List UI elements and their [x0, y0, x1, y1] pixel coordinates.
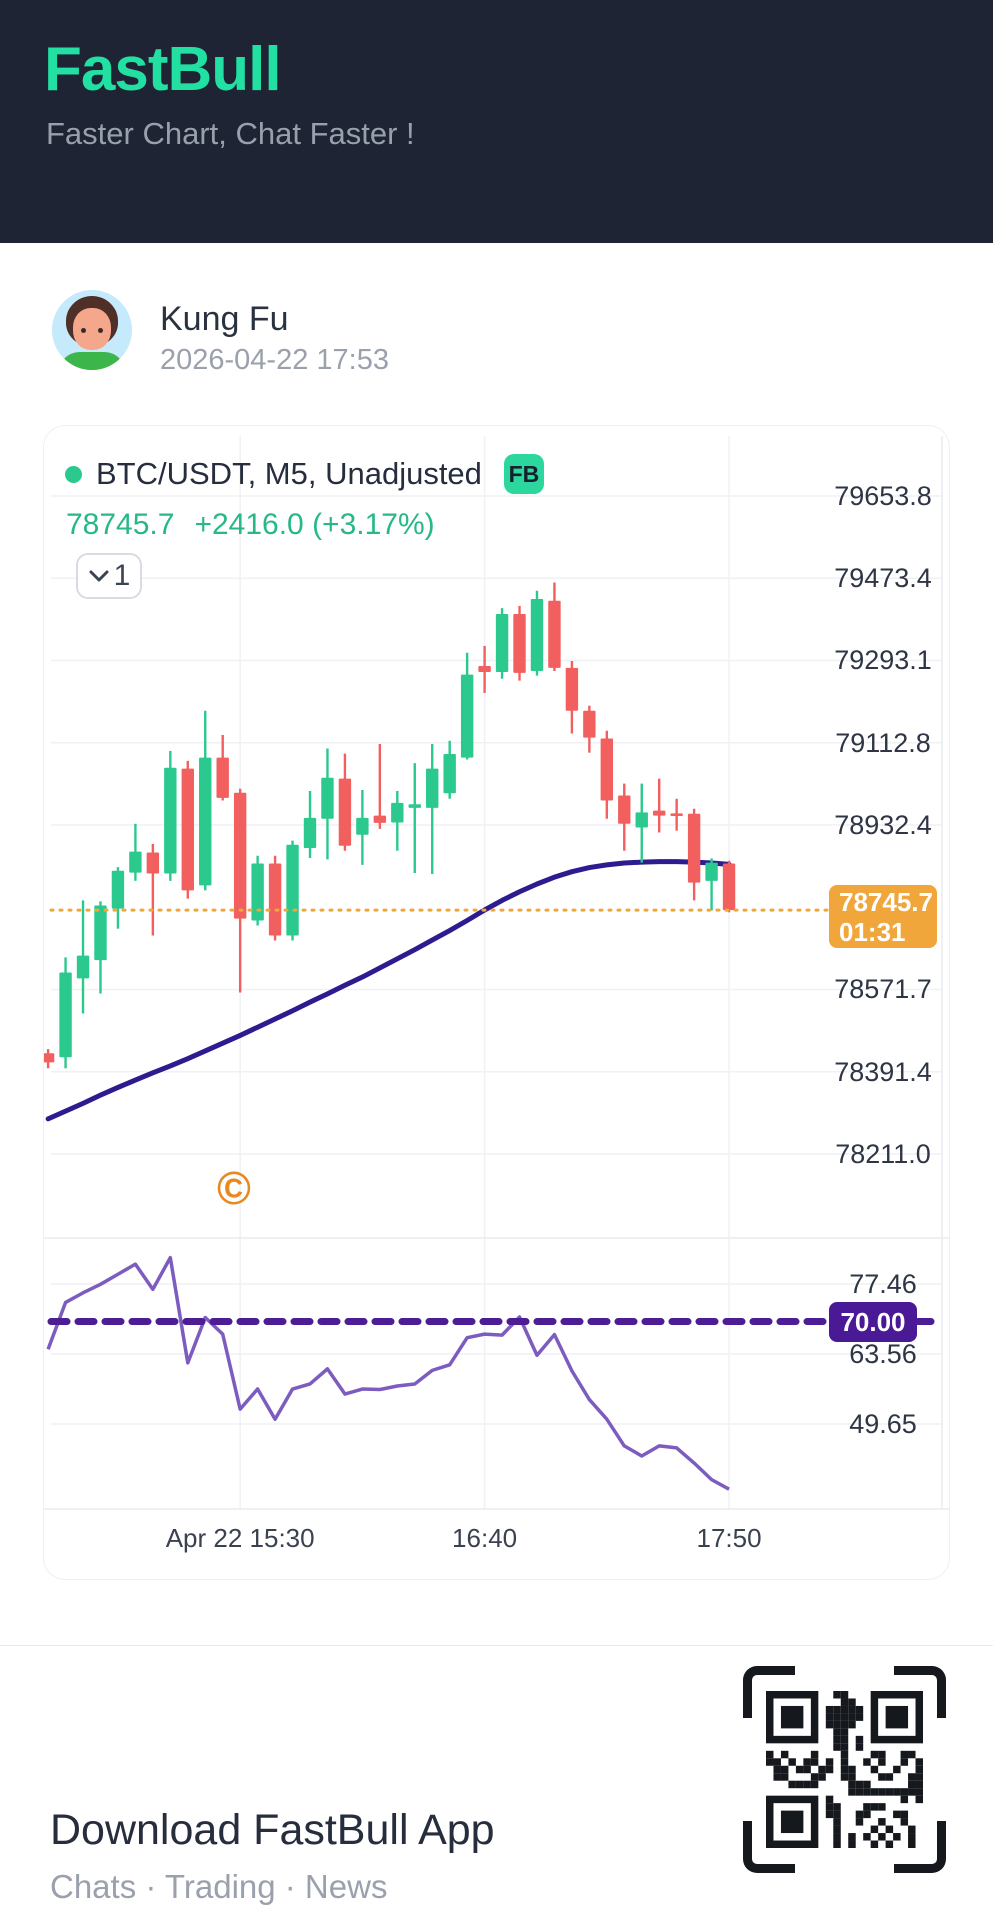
- footer-divider: [0, 1645, 993, 1646]
- candle-body: [530, 598, 544, 672]
- price-axis-label: 78932.4: [834, 809, 932, 840]
- current-price-value: 78745.7: [839, 887, 933, 917]
- candle-body: [513, 614, 526, 673]
- price-row: 78745.7 +2416.0 (+3.17%): [66, 508, 455, 542]
- candle-body: [94, 905, 107, 961]
- price-axis-label: 78571.7: [834, 974, 932, 1005]
- candle-body: [303, 817, 317, 848]
- app-tagline: Faster Chart, Chat Faster !: [46, 116, 415, 151]
- candle-body: [408, 804, 421, 808]
- gridlines: [44, 436, 949, 1510]
- candle-body: [443, 754, 456, 794]
- candle-body: [251, 863, 264, 921]
- rsi-axis-label: 77.46: [849, 1269, 917, 1299]
- price-axis-label: 79293.1: [834, 645, 932, 676]
- qr-corner-bracket: [743, 1666, 795, 1718]
- current-price-badge: 78745.7 01:31: [829, 885, 937, 948]
- candle-body: [478, 666, 491, 672]
- candle-body: [129, 851, 142, 873]
- price-axis-label: 79653.8: [834, 481, 932, 511]
- app-header: FastBull Faster Chart, Chat Faster !: [0, 0, 993, 243]
- avatar-shirt: [58, 352, 126, 370]
- candle-body: [233, 792, 247, 919]
- candle-body: [321, 777, 334, 819]
- ma-line: [45, 859, 732, 1122]
- candle-body: [216, 757, 229, 798]
- time-axis-label: Apr 22 15:30: [165, 1523, 315, 1553]
- candlestick-chart[interactable]: [44, 426, 950, 1580]
- copyright-watermark-icon: ©: [217, 1162, 251, 1214]
- avatar: [52, 290, 132, 370]
- chart-title-row: BTC/USDT, M5, Unadjusted FB: [65, 454, 544, 494]
- candle-body: [111, 870, 125, 909]
- candle-body: [687, 813, 701, 883]
- fb-logo-badge: FB: [503, 454, 544, 494]
- candle-body: [356, 817, 369, 835]
- chart-card: BTC/USDT, M5, Unadjusted FB 78745.7 +2416…: [43, 425, 950, 1580]
- candle-body: [146, 852, 160, 874]
- candle-body: [670, 813, 683, 817]
- price-axis-label: 79112.8: [835, 727, 931, 758]
- fastbull-logo: FastBull: [44, 35, 282, 104]
- rsi-axis-label: 63.56: [849, 1338, 917, 1369]
- rsi-axis-label: 49.65: [849, 1408, 917, 1439]
- candle-body: [391, 802, 404, 823]
- time-axis-label: 16:40: [452, 1523, 518, 1553]
- candle-body: [181, 768, 194, 891]
- post-timestamp: 2026-04-22 17:53: [160, 344, 389, 376]
- qr-corner-bracket: [894, 1666, 946, 1718]
- candle-body: [565, 667, 579, 711]
- chevron-down-icon: [89, 570, 109, 582]
- avatar-eye: [81, 328, 86, 333]
- rsi-threshold-badge: 70.00: [829, 1302, 917, 1342]
- candles-series: [44, 582, 736, 1069]
- chart-symbol-title: BTC/USDT, M5, Unadjusted: [96, 456, 482, 491]
- candle-body: [722, 863, 736, 911]
- candle-body: [618, 795, 631, 824]
- candle-body: [286, 844, 299, 936]
- candle-body: [426, 768, 439, 808]
- candle-body: [635, 812, 648, 828]
- candle-body: [44, 1053, 55, 1063]
- price-axis-label: 78211.0: [835, 1138, 931, 1169]
- candle-body: [76, 955, 90, 979]
- last-price: 78745.7: [66, 508, 175, 541]
- candle-body: [338, 778, 352, 846]
- candle-body: [548, 600, 561, 668]
- qr-corner-bracket: [743, 1821, 795, 1873]
- candle-body: [600, 738, 614, 801]
- time-axis-label: 17:50: [696, 1523, 762, 1553]
- candle-body: [164, 767, 177, 874]
- bar-countdown: 01:31: [839, 917, 906, 947]
- candle-body: [373, 815, 387, 823]
- qr-code-pattern: [766, 1691, 923, 1848]
- candle-body: [583, 710, 596, 738]
- symbol-dot-icon: [65, 465, 82, 483]
- rsi-line: [46, 1255, 730, 1491]
- interval-value: 1: [113, 559, 131, 592]
- price-axis-label: 78391.4: [834, 1056, 932, 1087]
- avatar-face: [73, 308, 111, 350]
- download-app-title: Download FastBull App: [50, 1806, 495, 1854]
- candle-body: [59, 972, 72, 1058]
- qr-code: [743, 1666, 946, 1873]
- candle-body: [268, 863, 282, 936]
- candle-body: [495, 614, 509, 672]
- footer-feature-list: Chats · Trading · News: [50, 1868, 388, 1905]
- interval-selector-button[interactable]: 1: [76, 553, 142, 599]
- candle-body: [653, 810, 666, 816]
- price-axis-label: 79473.4: [834, 563, 932, 594]
- header-crescent-cut: [503, 0, 993, 243]
- candle-body: [705, 862, 718, 881]
- qr-corner-bracket: [894, 1821, 946, 1873]
- author-name: Kung Fu: [160, 300, 289, 338]
- candle-body: [460, 674, 474, 758]
- price-change: +2416.0 (+3.17%): [194, 508, 435, 541]
- avatar-eye: [98, 328, 103, 333]
- candle-body: [199, 757, 212, 886]
